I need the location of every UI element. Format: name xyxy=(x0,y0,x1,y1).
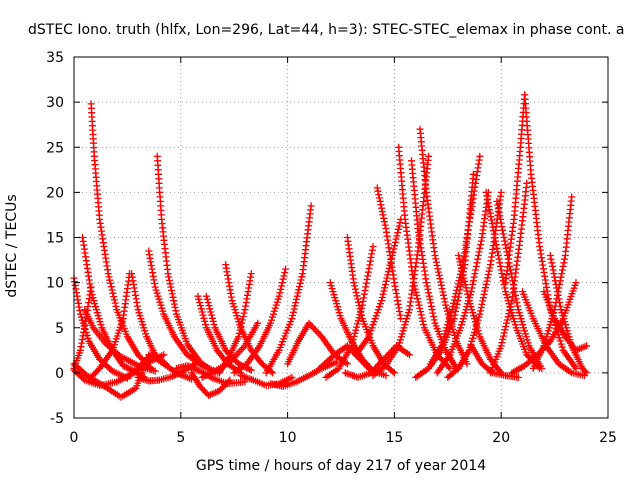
data-series xyxy=(188,369,234,399)
plus-markers xyxy=(322,243,377,381)
y-tick-label: 20 xyxy=(46,185,64,201)
y-tick-label: -5 xyxy=(50,411,64,427)
data-series xyxy=(455,252,505,377)
data-series xyxy=(322,243,377,381)
x-tick-label: 0 xyxy=(70,430,79,446)
y-tick-label: 25 xyxy=(46,140,64,156)
plus-markers xyxy=(262,202,315,377)
data-points xyxy=(70,91,591,401)
data-series xyxy=(153,152,219,377)
plus-markers xyxy=(508,279,580,377)
plus-markers xyxy=(455,252,505,377)
data-series xyxy=(262,202,315,377)
x-tick-label: 10 xyxy=(279,430,297,446)
plus-markers xyxy=(87,270,133,381)
data-series xyxy=(508,279,580,377)
y-tick-label: 5 xyxy=(55,321,64,337)
plus-markers xyxy=(373,184,405,323)
x-axis-label: GPS time / hours of day 217 of year 2014 xyxy=(196,458,486,474)
data-series xyxy=(395,143,454,372)
plus-markers xyxy=(230,265,289,377)
data-series xyxy=(215,270,255,377)
y-tick-label: 35 xyxy=(46,50,64,66)
plus-markers xyxy=(215,270,255,377)
axis-ticks: 0 5 10 15 20 25 -5 0 5 10 15 20 25 30 35 xyxy=(46,50,617,446)
data-series xyxy=(502,91,529,287)
plus-markers xyxy=(395,143,454,372)
y-tick-label: 0 xyxy=(55,366,64,382)
y-axis-label: dSTEC / TECUs xyxy=(4,194,20,297)
data-series xyxy=(433,188,492,377)
data-series xyxy=(373,184,405,323)
y-tick-label: 30 xyxy=(46,95,64,111)
plus-markers xyxy=(153,152,219,377)
data-series xyxy=(87,100,155,372)
data-series xyxy=(230,265,289,377)
x-tick-label: 15 xyxy=(385,430,403,446)
data-series xyxy=(87,270,133,381)
y-tick-label: 15 xyxy=(46,231,64,247)
x-tick-label: 20 xyxy=(492,430,510,446)
x-tick-label: 5 xyxy=(176,430,185,446)
x-tick-label: 25 xyxy=(599,430,617,446)
data-series xyxy=(487,179,531,377)
plus-markers xyxy=(188,369,234,399)
chart-title: dSTEC Iono. truth (hlfx, Lon=296, Lat=44… xyxy=(28,22,625,38)
y-tick-label: 10 xyxy=(46,276,64,292)
plus-markers xyxy=(502,91,529,287)
plus-markers xyxy=(487,179,531,377)
plus-markers xyxy=(87,100,155,372)
plus-markers xyxy=(433,188,492,377)
